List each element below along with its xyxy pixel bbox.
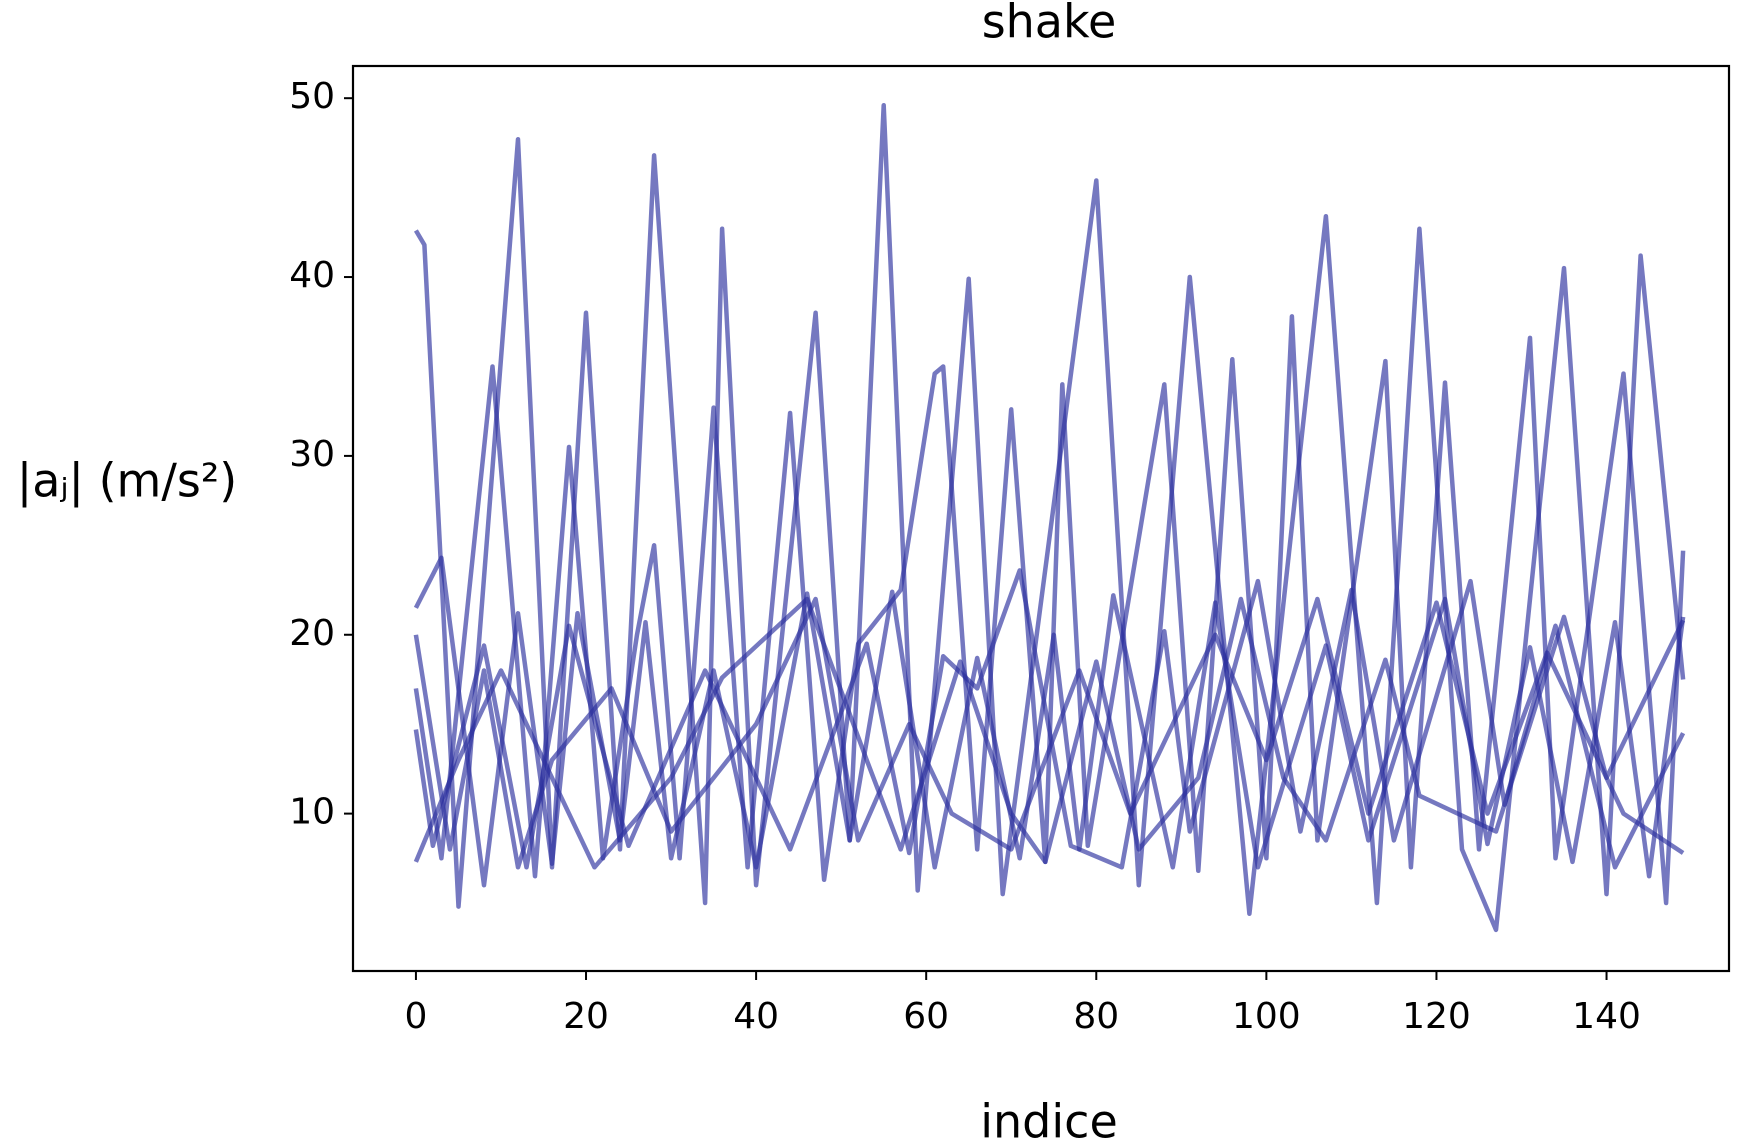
y-tick-label: 50 — [289, 76, 335, 117]
data-line — [413, 314, 1686, 906]
y-tick-label: 10 — [289, 792, 335, 833]
y-tick-label: 30 — [289, 434, 335, 475]
y-tick-label: 40 — [289, 255, 335, 296]
data-line — [413, 596, 1685, 870]
data-line — [413, 596, 1686, 870]
data-line — [413, 103, 1686, 933]
y-axis-label: |aⱼ| (m/s²) — [17, 454, 237, 509]
data-line — [413, 555, 1686, 888]
x-tick-label: 20 — [563, 996, 609, 1037]
data-line — [413, 568, 1686, 870]
x-tick-label: 60 — [903, 996, 949, 1037]
plot-frame — [351, 64, 1731, 973]
x-tick-label: 40 — [733, 996, 779, 1037]
x-tick-label: 120 — [1402, 996, 1471, 1037]
x-tick-label: 0 — [404, 996, 427, 1037]
x-tick-label: 100 — [1232, 996, 1301, 1037]
x-axis-label: indice — [980, 1095, 1118, 1147]
x-tick-label: 80 — [1073, 996, 1119, 1037]
x-tick-label: 140 — [1572, 996, 1641, 1037]
chart-title: shake — [982, 0, 1117, 49]
y-tick-label: 20 — [289, 613, 335, 654]
